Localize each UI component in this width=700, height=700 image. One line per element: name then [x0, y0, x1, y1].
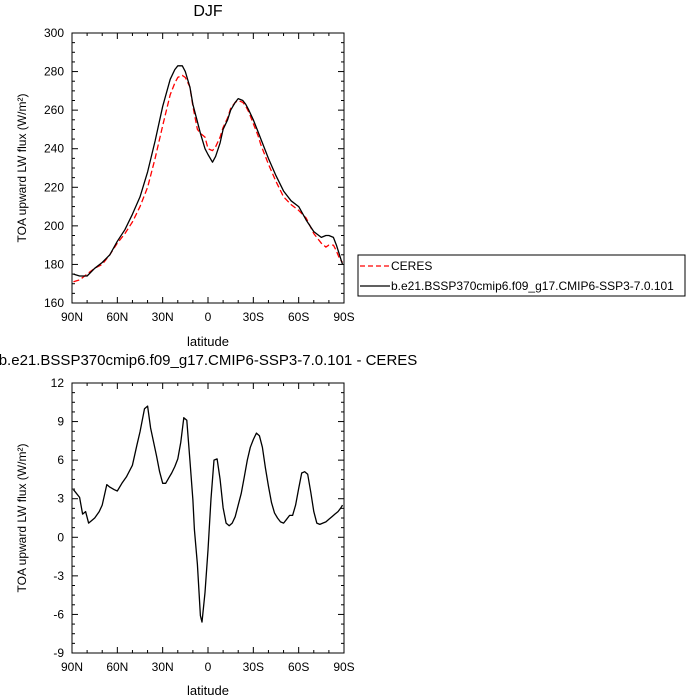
- x-tick-label: 90N: [61, 660, 83, 674]
- x-tick-label: 90S: [333, 660, 354, 674]
- series-group: [73, 65, 344, 283]
- y-tick-label: 240: [44, 142, 64, 156]
- x-tick-label: 30N: [152, 660, 174, 674]
- series-line-b-e21-bssp370cmip6-f09-g17-cmip6-ssp3-7-0-101: [73, 65, 344, 277]
- y-tick-label: 160: [44, 296, 64, 310]
- series-group-diff: [72, 405, 344, 623]
- x-tick-label: 60S: [288, 660, 309, 674]
- x-tick-label: 0: [205, 660, 212, 674]
- x-tick-label: 60N: [106, 660, 128, 674]
- x-axis-label: latitude: [187, 334, 229, 349]
- y-tick-label: 300: [44, 26, 64, 40]
- x-tick-label: 30S: [243, 310, 264, 324]
- y-tick-label: 0: [57, 530, 64, 544]
- x-tick-label: 60N: [106, 310, 128, 324]
- y-tick-label: 220: [44, 180, 64, 194]
- plot-frame: [71, 32, 345, 304]
- y-axis-label-diff: TOA upward LW flux (W/m²): [15, 444, 29, 593]
- tick-group-diff: 90N 60N 30N 0 30S 60S 90S -9 -6 -3 0 3 6 9 12: [51, 376, 355, 674]
- y-tick-label: -9: [53, 646, 64, 660]
- y-tick-label: 9: [57, 415, 64, 429]
- y-tick-label: 200: [44, 219, 64, 233]
- x-tick-label: 30N: [152, 310, 174, 324]
- y-tick-label: -6: [53, 607, 64, 621]
- x-tick-label: 90N: [61, 310, 83, 324]
- x-tick-label: 90S: [333, 310, 354, 324]
- legend-box: [357, 254, 686, 297]
- x-tick-label: 30S: [243, 660, 264, 674]
- y-tick-label: 260: [44, 103, 64, 117]
- x-tick-label: 60S: [288, 310, 309, 324]
- chart-title: DJF: [193, 3, 223, 20]
- y-tick-label: 6: [57, 453, 64, 467]
- y-tick-label: 280: [44, 65, 64, 79]
- legend-label-model: b.e21.BSSP370cmip6.f09_g17.CMIP6-SSP3-7.…: [391, 279, 674, 293]
- series-line-difference: [72, 405, 344, 623]
- tick-group: 90N 60N 30N 0 30S 60S 90S 160 180 200 220 240 260 280…: [44, 26, 355, 324]
- y-tick-label: 12: [51, 376, 65, 390]
- legend: CERES b.e21.BSSP370cmip6.f09_g17.CMIP6-S…: [357, 254, 686, 297]
- y-axis-label: TOA upward LW flux (W/m²): [15, 94, 29, 243]
- x-tick-label: 0: [205, 310, 212, 324]
- bottom-panel: b.e21.BSSP370cmip6.f09_g17.CMIP6-SSP3-7.…: [0, 352, 417, 698]
- y-tick-label: 3: [57, 492, 64, 506]
- x-axis-label-diff: latitude: [187, 683, 229, 698]
- legend-label-ceres: CERES: [391, 259, 432, 273]
- top-panel: DJF 90N 60N 30N 0 30S 60S 90S 160 180 200 220 240 26…: [15, 3, 355, 349]
- plot-frame-diff: [71, 382, 345, 654]
- chart-title-diff: b.e21.BSSP370cmip6.f09_g17.CMIP6-SSP3-7.…: [0, 352, 417, 369]
- series-line-ceres: [73, 74, 344, 283]
- y-tick-label: 180: [44, 257, 64, 271]
- y-tick-label: -3: [53, 569, 64, 583]
